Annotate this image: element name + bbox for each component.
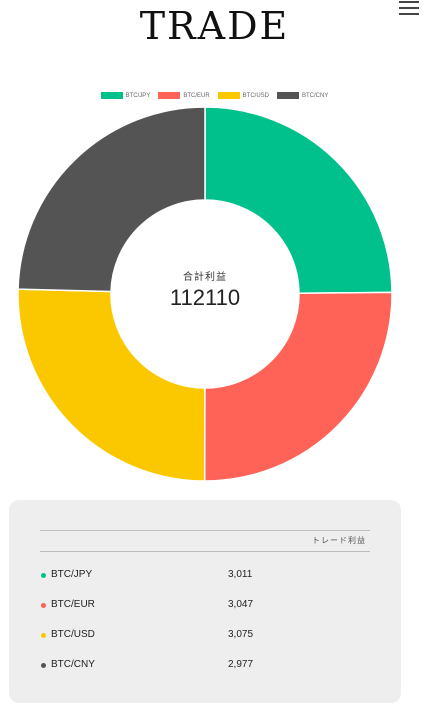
total-profit-value: 112110 [169,285,241,310]
profit-table-panel: トレード利益 BTC/JPY 3,011 BTC/EUR 3,047 BTC/USD 3,… [9,500,401,703]
total-profit-label: 合計利益 [183,272,227,283]
pair-color-dot [41,633,46,638]
pair-name: BTC/CNY [51,659,95,670]
table-row: BTC/EUR 3,047 [40,598,370,614]
legend-item[interactable]: BTC/EUR [158,92,210,99]
doughnut-chart [17,106,393,482]
pair-profit-value: 2,977 [228,659,254,670]
pair-color-dot [41,663,46,668]
pair-profit-value: 3,047 [228,599,254,610]
chart-slice-btc-eur[interactable] [203,291,393,482]
pair-name: BTC/EUR [51,599,95,610]
legend-label: BTC/JPY [125,92,151,99]
table-row: BTC/CNY 2,977 [40,658,370,674]
pair-color-dot [41,603,46,608]
pair-color-dot [41,573,46,578]
pair-profit-value: 3,075 [228,629,254,640]
menu-bar [399,13,419,15]
menu-bar [399,7,419,9]
chart-slice-btc-cny[interactable] [17,106,206,293]
chart-slice-btc-jpy[interactable] [204,106,393,294]
column-header-trade-profit: トレード利益 [312,536,366,545]
table-row: BTC/USD 3,075 [40,628,370,644]
pair-name: BTC/JPY [51,569,93,580]
legend-item[interactable]: BTC/USD [217,92,269,99]
table-row: BTC/JPY 3,011 [40,568,370,584]
legend-swatch [277,92,299,99]
menu-bar [399,1,419,3]
legend-swatch [158,92,181,99]
chart-slice-btc-usd[interactable] [17,288,206,482]
chart-legend: BTC/JPY BTC/EUR BTC/USD BTC/CNY [0,92,429,99]
legend-swatch [217,92,240,99]
pair-name: BTC/USD [51,629,95,640]
legend-label: BTC/USD [242,92,269,99]
brand-logo[interactable]: TRADE [139,4,290,48]
legend-label: BTC/EUR [183,92,210,99]
legend-label: BTC/CNY [302,92,329,99]
pair-profit-value: 3,011 [228,569,253,580]
hamburger-menu-icon[interactable] [399,0,419,15]
legend-swatch [100,92,123,99]
legend-item[interactable]: BTC/CNY [277,92,328,99]
legend-item[interactable]: BTC/JPY [100,92,151,99]
table-header: トレード利益 [40,530,370,552]
